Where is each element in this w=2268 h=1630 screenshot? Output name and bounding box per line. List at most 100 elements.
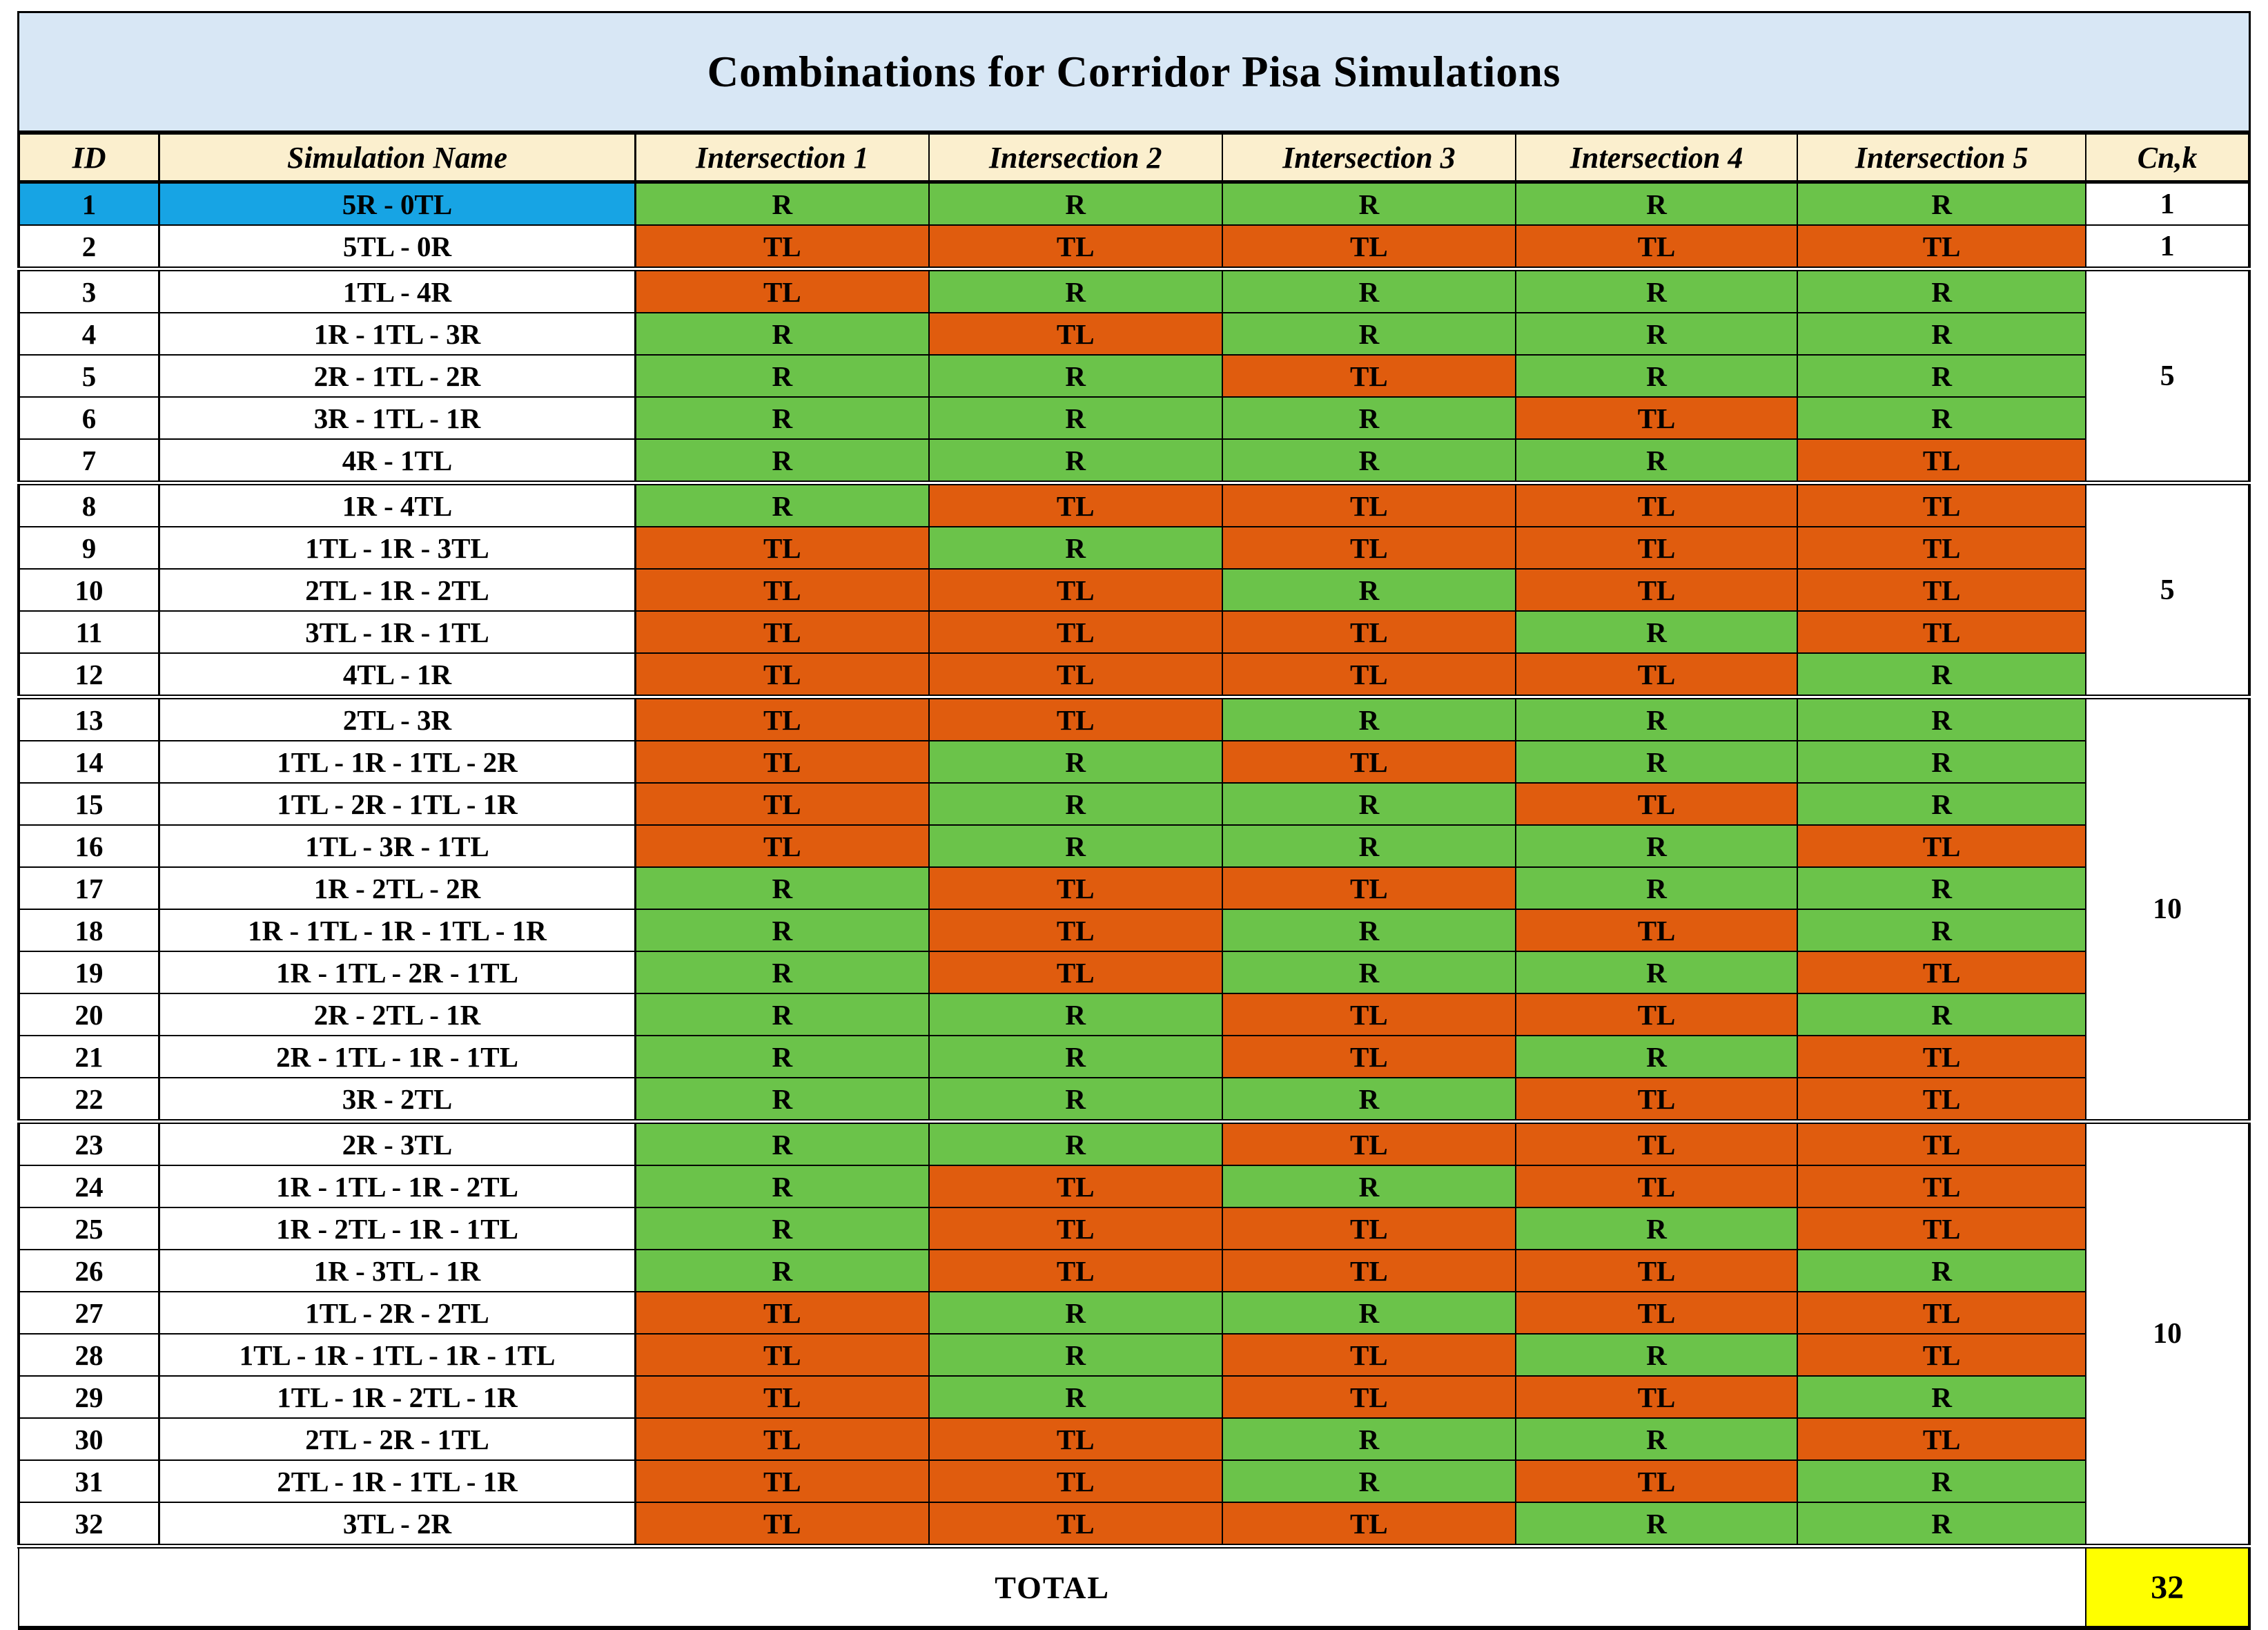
simulation-name-cell: 1R - 2TL - 2R — [158, 866, 636, 910]
simulation-name-cell: 2R - 3TL — [158, 1119, 636, 1166]
id-cell: 17 — [17, 866, 160, 910]
intersection-3-cell: R — [1221, 568, 1516, 612]
intersection-5-cell: TL — [1797, 1207, 2087, 1250]
intersection-1-cell: R — [634, 1119, 930, 1166]
intersection-1-cell: TL — [634, 1291, 930, 1335]
table-row: 20 2R - 2TL - 1R R R TL TL R — [17, 993, 2249, 1036]
intersection-5-cell: R — [1797, 866, 2087, 910]
intersection-2-cell: R — [928, 526, 1223, 570]
intersection-1-cell: TL — [634, 1375, 930, 1419]
column-header-i1: Intersection 1 — [634, 135, 930, 184]
column-header-i3: Intersection 3 — [1221, 135, 1516, 184]
intersection-2-cell: R — [928, 1333, 1223, 1377]
intersection-1-cell: TL — [634, 824, 930, 868]
intersection-3-cell: TL — [1221, 526, 1516, 570]
intersection-3-cell: TL — [1221, 224, 1516, 270]
simulation-name-cell: 5TL - 0R — [158, 224, 636, 270]
column-header-i4: Intersection 4 — [1514, 135, 1799, 184]
simulation-name-cell: 1TL - 2R - 1TL - 1R — [158, 782, 636, 826]
cnk-cell: 1 — [2085, 224, 2251, 270]
intersection-3-cell: R — [1221, 909, 1516, 952]
intersection-3-cell: TL — [1221, 1375, 1516, 1419]
id-cell: 4 — [17, 312, 160, 356]
intersection-2-cell: R — [928, 266, 1223, 313]
intersection-1-cell: TL — [634, 224, 930, 270]
intersection-2-cell: TL — [928, 1417, 1223, 1461]
id-cell: 6 — [17, 396, 160, 440]
intersection-1-cell: R — [634, 909, 930, 952]
intersection-1-cell: TL — [634, 568, 930, 612]
intersection-5-cell: TL — [1797, 481, 2087, 527]
intersection-2-cell: TL — [928, 1502, 1223, 1547]
id-cell: 12 — [17, 652, 160, 698]
intersection-3-cell: TL — [1221, 1119, 1516, 1166]
id-cell: 27 — [17, 1291, 160, 1335]
intersection-1-cell: TL — [634, 1417, 930, 1461]
intersection-4-cell: TL — [1514, 568, 1799, 612]
simulation-name-cell: 1TL - 1R - 1TL - 1R - 1TL — [158, 1333, 636, 1377]
simulation-name-cell: 1R - 3TL - 1R — [158, 1249, 636, 1292]
simulation-name-cell: 3R - 1TL - 1R — [158, 396, 636, 440]
intersection-3-cell: R — [1221, 1417, 1516, 1461]
intersection-3-cell: TL — [1221, 354, 1516, 398]
intersection-4-cell: R — [1514, 1207, 1799, 1250]
id-cell: 28 — [17, 1333, 160, 1377]
simulation-name-cell: 1TL - 2R - 2TL — [158, 1291, 636, 1335]
intersection-4-cell: R — [1514, 740, 1799, 784]
id-cell: 7 — [17, 438, 160, 484]
simulation-name-cell: 2R - 1TL - 1R - 1TL — [158, 1035, 636, 1078]
intersection-5-cell: TL — [1797, 1333, 2087, 1377]
intersection-3-cell: R — [1221, 1291, 1516, 1335]
intersection-4-cell: R — [1514, 181, 1799, 226]
intersection-2-cell: TL — [928, 1459, 1223, 1503]
id-cell: 21 — [17, 1035, 160, 1078]
table-row: 15 1TL - 2R - 1TL - 1R TL R R TL R — [17, 782, 2249, 826]
intersection-1-cell: R — [634, 1207, 930, 1250]
table-row: 31 2TL - 1R - 1TL - 1R TL TL R TL R — [17, 1459, 2249, 1503]
intersection-5-cell: TL — [1797, 951, 2087, 994]
simulation-name-cell: 5R - 0TL — [158, 181, 636, 226]
table-row: 5 2R - 1TL - 2R R R TL R R — [17, 354, 2249, 398]
simulation-name-cell: 1R - 1TL - 3R — [158, 312, 636, 356]
intersection-4-cell: R — [1514, 312, 1799, 356]
intersection-5-cell: TL — [1797, 824, 2087, 868]
intersection-1-cell: R — [634, 1035, 930, 1078]
intersection-4-cell: TL — [1514, 782, 1799, 826]
intersection-1-cell: TL — [634, 1502, 930, 1547]
simulation-name-cell: 3TL - 2R — [158, 1502, 636, 1547]
table-row: 6 3R - 1TL - 1R R R R TL R — [17, 396, 2249, 440]
intersection-3-cell: TL — [1221, 1249, 1516, 1292]
intersection-5-cell: TL — [1797, 1119, 2087, 1166]
id-cell: 32 — [17, 1502, 160, 1547]
intersection-1-cell: R — [634, 354, 930, 398]
id-cell: 8 — [17, 481, 160, 527]
intersection-4-cell: TL — [1514, 1077, 1799, 1123]
table-row: 4 1R - 1TL - 3R R TL R R R — [17, 312, 2249, 356]
intersection-1-cell: R — [634, 396, 930, 440]
id-cell: 15 — [17, 782, 160, 826]
simulation-name-cell: 3R - 2TL — [158, 1077, 636, 1123]
intersection-4-cell: R — [1514, 951, 1799, 994]
id-cell: 14 — [17, 740, 160, 784]
intersection-2-cell: TL — [928, 610, 1223, 654]
intersection-2-cell: R — [928, 782, 1223, 826]
simulation-name-cell: 1TL - 1R - 2TL - 1R — [158, 1375, 636, 1419]
intersection-2-cell: TL — [928, 312, 1223, 356]
intersection-2-cell: R — [928, 1291, 1223, 1335]
intersection-1-cell: TL — [634, 695, 930, 741]
intersection-4-cell: R — [1514, 266, 1799, 313]
intersection-5-cell: TL — [1797, 1077, 2087, 1123]
intersection-2-cell: R — [928, 438, 1223, 484]
cnk-cell: 10 — [2085, 1119, 2251, 1547]
column-header-name: Simulation Name — [158, 135, 636, 184]
intersection-4-cell: TL — [1514, 1459, 1799, 1503]
intersection-4-cell: R — [1514, 866, 1799, 910]
intersection-2-cell: TL — [928, 909, 1223, 952]
intersection-5-cell: TL — [1797, 610, 2087, 654]
intersection-4-cell: TL — [1514, 993, 1799, 1036]
intersection-5-cell: TL — [1797, 526, 2087, 570]
table-row: 24 1R - 1TL - 1R - 2TL R TL R TL TL — [17, 1165, 2249, 1208]
table-row: 11 3TL - 1R - 1TL TL TL TL R TL — [17, 610, 2249, 654]
table-row: 21 2R - 1TL - 1R - 1TL R R TL R TL — [17, 1035, 2249, 1078]
intersection-3-cell: TL — [1221, 866, 1516, 910]
